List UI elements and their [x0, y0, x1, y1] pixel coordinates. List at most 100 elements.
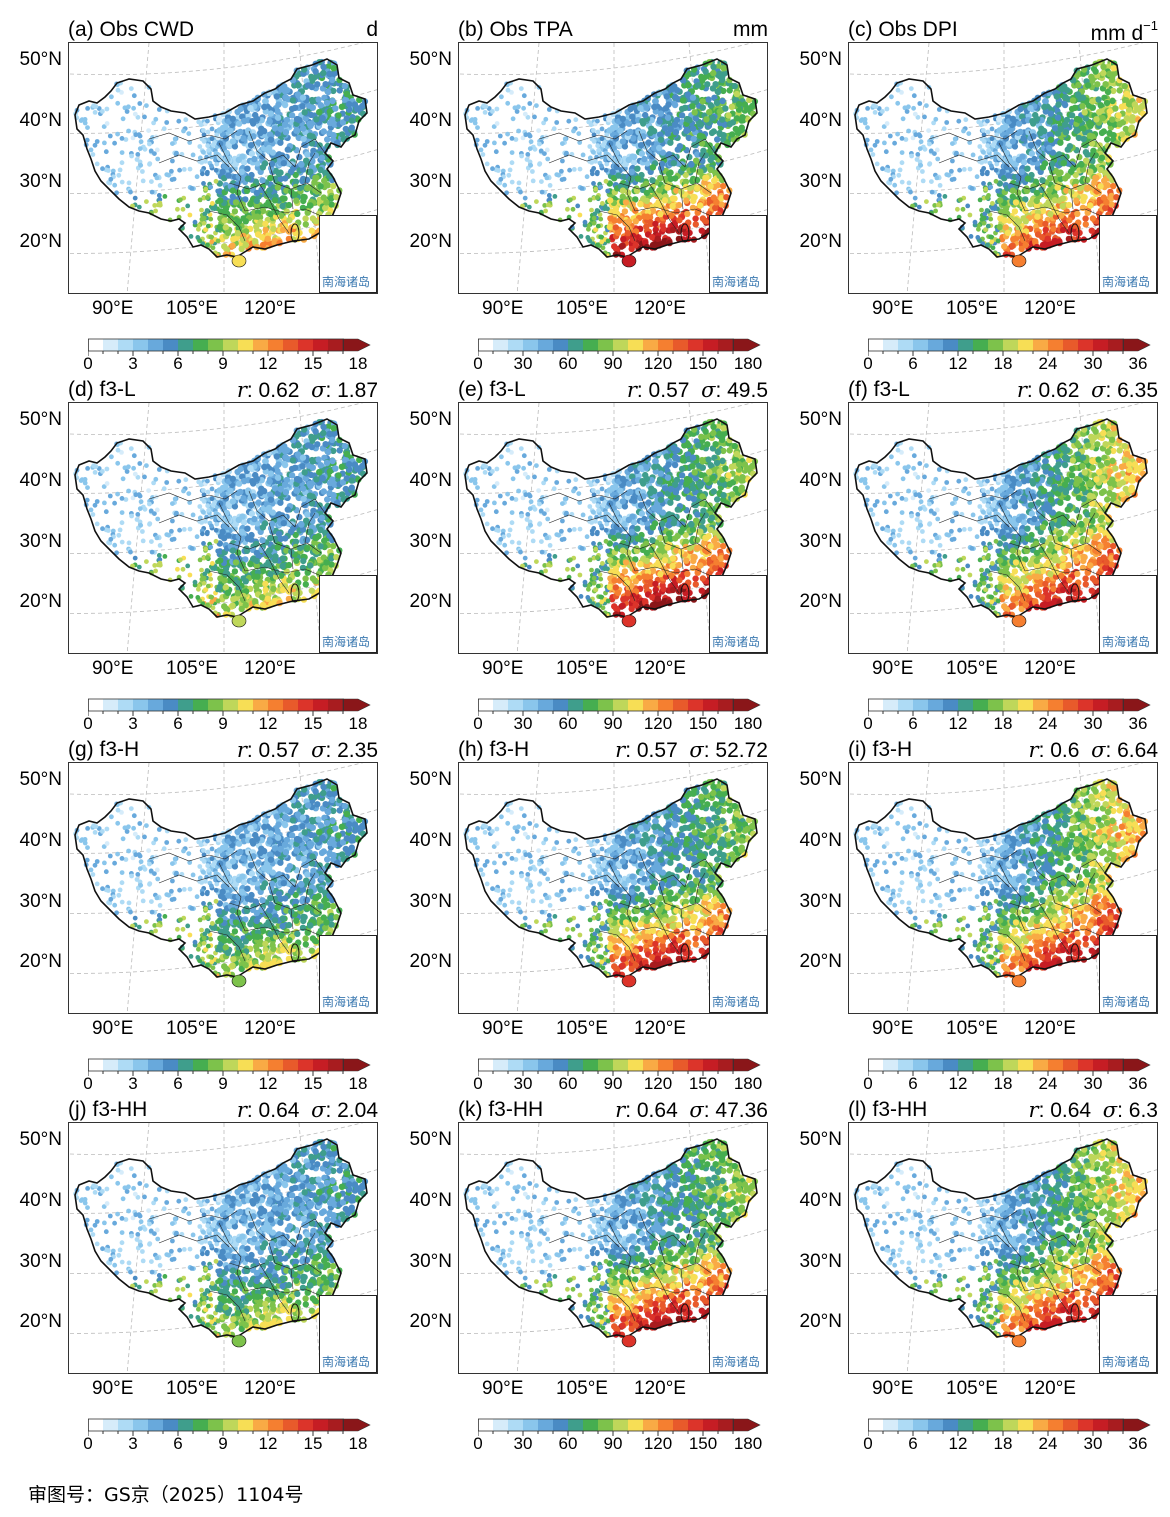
station-point [1014, 230, 1021, 237]
colorbar-extend-arrow [1122, 338, 1151, 352]
station-point [595, 242, 600, 248]
station-point [657, 110, 664, 117]
station-point [234, 189, 242, 196]
r-value: : 0.62 [246, 379, 312, 402]
colorbar-tick-label: 0 [83, 354, 93, 373]
station-point [176, 118, 182, 124]
station-point [1051, 239, 1058, 246]
station-point [1100, 69, 1107, 77]
station-point [237, 175, 245, 182]
station-point [691, 109, 698, 116]
station-point [667, 125, 674, 133]
colorbar-tick-label: 6 [173, 354, 183, 373]
station-point [322, 81, 329, 88]
station-point [689, 204, 697, 211]
station-point [197, 155, 203, 161]
station-point [316, 108, 323, 116]
station-point [684, 210, 691, 217]
station-point [1034, 213, 1041, 220]
station-point [671, 101, 679, 109]
station-point [624, 230, 631, 237]
station-point [587, 197, 593, 203]
station-point [649, 241, 657, 249]
lon-tick-label: 105°E [946, 298, 998, 319]
station-point [906, 180, 912, 186]
station-point [993, 167, 999, 173]
station-point [161, 126, 167, 132]
station-point [990, 142, 996, 148]
station-point [472, 117, 478, 122]
station-point [598, 216, 604, 222]
station-point [983, 227, 988, 233]
station-point [874, 139, 880, 144]
station-point [1069, 97, 1077, 104]
station-point [222, 205, 230, 212]
station-point [212, 206, 218, 212]
station-point [1038, 186, 1045, 194]
map-frame: 南海诸岛 [848, 42, 1158, 294]
station-point [865, 106, 870, 111]
station-point [1089, 104, 1096, 111]
station-point [187, 212, 193, 218]
station-point [520, 135, 526, 141]
station-point [274, 184, 281, 191]
station-point [975, 235, 981, 240]
station-point [587, 144, 593, 149]
station-point [714, 88, 722, 96]
station-point [275, 461, 282, 468]
south-china-sea-inset: 南海诸岛 [319, 215, 377, 293]
station-point [150, 135, 155, 140]
station-point [603, 167, 609, 173]
station-point [584, 174, 590, 180]
station-point [916, 132, 922, 137]
station-point [190, 152, 196, 158]
station-point [104, 481, 110, 486]
station-point [1009, 138, 1016, 145]
station-point [1106, 70, 1113, 77]
station-point [309, 133, 316, 140]
station-point [198, 122, 204, 128]
inset-label: 南海诸岛 [1102, 275, 1151, 289]
province-boundary [248, 130, 296, 168]
station-point [329, 116, 336, 123]
station-point [719, 76, 726, 83]
lat-tick-label: 50°N [19, 409, 62, 430]
station-point [958, 197, 963, 203]
station-point [538, 148, 544, 154]
station-point [152, 203, 158, 208]
station-point [632, 241, 639, 249]
station-point [144, 199, 149, 205]
station-point [593, 158, 598, 164]
colorbar-bin [958, 339, 974, 351]
station-point [627, 175, 635, 182]
station-point [181, 527, 187, 532]
station-point [704, 81, 711, 88]
station-point [669, 195, 677, 202]
station-point [119, 179, 125, 185]
station-point [1081, 109, 1088, 116]
colorbar-tick-label: 3 [128, 354, 138, 373]
station-point [726, 87, 733, 94]
station-point [996, 140, 1004, 147]
station-point [172, 496, 178, 502]
station-point [994, 132, 1000, 138]
inset-label: 南海诸岛 [712, 275, 761, 289]
station-point [231, 568, 239, 575]
station-point [509, 160, 515, 166]
station-point [611, 217, 618, 224]
station-point [239, 201, 246, 208]
province-boundary [228, 182, 266, 190]
station-point [656, 187, 663, 194]
station-point [586, 226, 591, 232]
colorbar-bin [328, 339, 344, 351]
station-point [934, 147, 940, 153]
station-point [1097, 183, 1104, 190]
station-point [288, 105, 296, 113]
station-point [148, 148, 154, 154]
station-point [656, 118, 663, 125]
station-point [663, 93, 670, 100]
station-point [1012, 199, 1020, 206]
station-point [946, 172, 951, 178]
station-point [589, 160, 595, 165]
station-point [126, 128, 131, 134]
